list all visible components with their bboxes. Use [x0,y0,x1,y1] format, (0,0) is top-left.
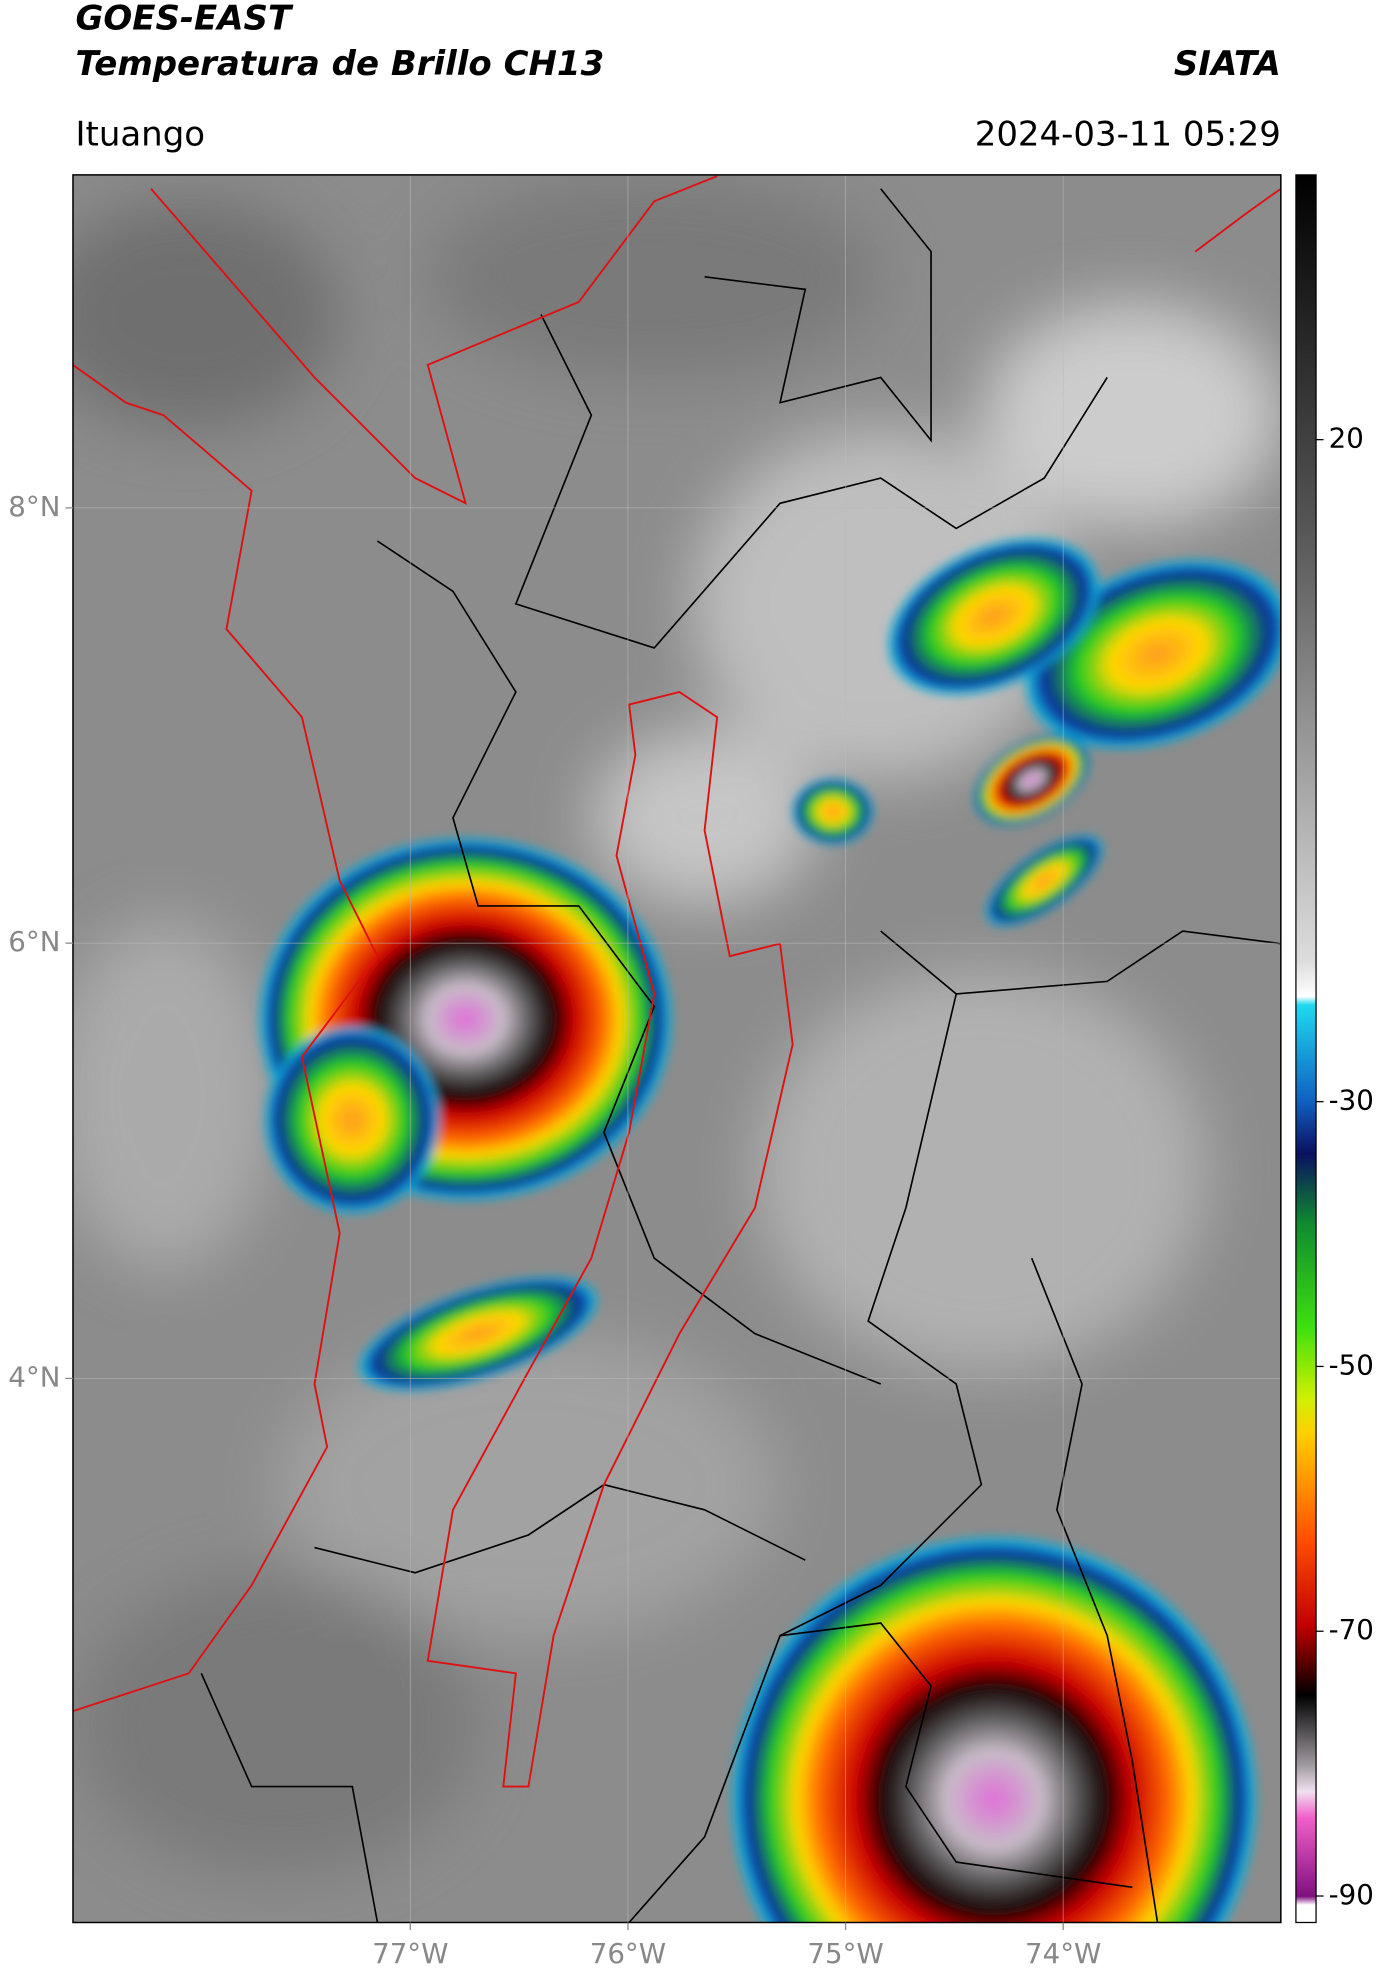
colorbar-tick-label: -50 [1329,1348,1374,1381]
colorbar-tick-label: 20 [1329,422,1364,455]
x-tick-label: 77°W [372,1937,448,1970]
y-tick-label: 4°N [8,1360,60,1393]
y-tick-label: 8°N [8,490,60,523]
satellite: GOES-EAST [75,0,293,39]
colorbar-tick-label: -30 [1329,1084,1374,1117]
region: Ituango [75,114,205,154]
colorbar [1295,174,1317,1924]
colorbar-tick-label: -90 [1329,1878,1374,1911]
product: Temperatura de Brillo CH13 [75,44,604,84]
x-tick-label: 74°W [1025,1937,1101,1970]
x-tick-label: 76°W [590,1937,666,1970]
map-frame [72,174,1282,1924]
x-tick-label: 75°W [807,1937,883,1970]
timestamp: 2024-03-11 05:29 [975,114,1281,154]
satellite-image [72,174,1281,1923]
colorbar-tick-label: -70 [1329,1613,1374,1646]
agency: SIATA [1174,44,1281,84]
y-tick-label: 6°N [8,925,60,958]
